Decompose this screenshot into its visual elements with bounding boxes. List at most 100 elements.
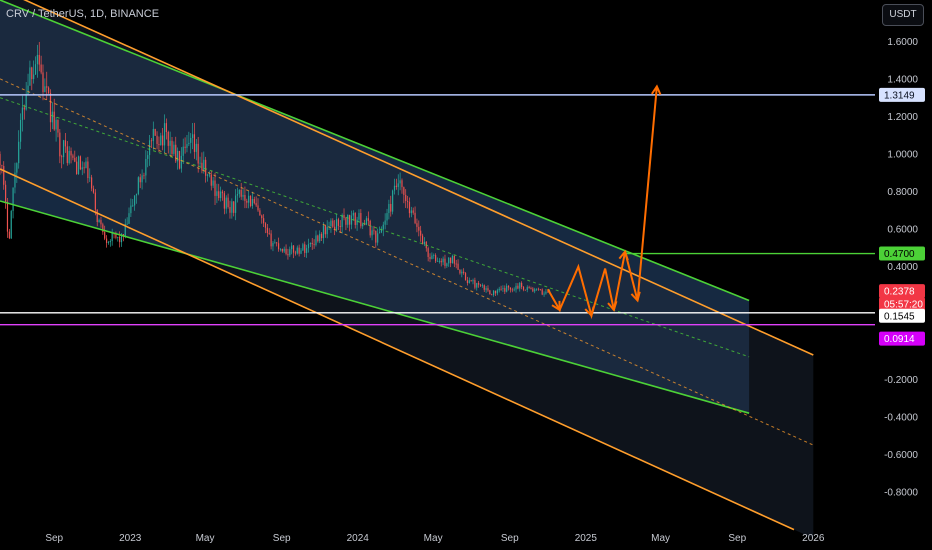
candle: [298, 247, 300, 254]
candle: [485, 288, 487, 290]
candle: [296, 247, 298, 254]
currency-button[interactable]: USDT: [882, 4, 924, 26]
candle: [1, 165, 3, 167]
candle: [180, 155, 182, 169]
candle: [545, 291, 547, 294]
green-channel-fill: [0, 0, 750, 414]
candle: [289, 249, 291, 256]
y-tick-label: -0.2000: [884, 375, 918, 386]
candle: [203, 159, 205, 171]
price-tag-bg: [879, 308, 925, 323]
candle: [53, 111, 55, 130]
candle: [233, 201, 235, 213]
price-tag-bg: [879, 331, 925, 346]
candle: [126, 223, 128, 225]
candle: [543, 293, 545, 295]
candle: [143, 175, 145, 177]
candle: [115, 234, 117, 238]
candle: [519, 282, 521, 289]
candle: [408, 201, 411, 214]
candle: [261, 215, 263, 219]
candle: [51, 111, 53, 123]
candle: [158, 143, 160, 146]
candle: [352, 212, 354, 216]
price-tag-low: 0.0914: [879, 331, 925, 346]
candle: [29, 67, 31, 86]
candle: [315, 235, 317, 245]
candle: [438, 260, 440, 262]
candle: [18, 141, 20, 164]
candle: [281, 248, 283, 252]
candle: [184, 146, 186, 148]
candle: [537, 288, 540, 290]
candle: [212, 180, 214, 186]
price-tags: 1.3149 0.4700 0.2378 05:57:200.1545 0.0914: [879, 87, 925, 346]
channel-orange-top: [23, 0, 814, 356]
candle: [34, 64, 37, 75]
candle: [491, 294, 493, 296]
candle: [397, 183, 399, 187]
candle: [410, 210, 412, 214]
candle: [332, 220, 334, 227]
candle: [481, 285, 483, 287]
candle: [141, 175, 143, 183]
candle: [156, 135, 158, 144]
candle: [521, 282, 523, 287]
candle: [12, 187, 14, 211]
candle: [369, 220, 371, 236]
candle: [130, 205, 132, 214]
candle: [309, 242, 311, 245]
channel-orange-bottom: [0, 168, 795, 531]
candle: [347, 214, 349, 225]
channel-green-bottom: [0, 200, 750, 414]
candle: [25, 94, 27, 110]
candle: [341, 215, 343, 227]
candle: [223, 193, 225, 209]
candle: [421, 235, 424, 245]
candle: [498, 288, 500, 291]
x-tick-label: Sep: [501, 533, 519, 544]
candle: [225, 197, 227, 209]
candle: [476, 283, 478, 288]
x-axis: Sep 2023 May Sep 2024 May Sep 2025 May Sep 2026: [45, 533, 825, 544]
candle: [375, 230, 377, 243]
candle: [524, 289, 526, 291]
candle: [46, 86, 48, 88]
candle: [94, 192, 96, 210]
candle: [251, 199, 254, 207]
candle: [448, 257, 450, 264]
candle: [292, 245, 295, 253]
candle: [0, 154, 1, 166]
candle: [40, 64, 42, 73]
candle: [470, 280, 472, 282]
candle: [23, 107, 25, 110]
candle: [240, 189, 242, 197]
candle: [193, 134, 196, 152]
candle: [384, 220, 386, 225]
candles: [0, 41, 551, 297]
candle: [324, 225, 326, 235]
candle: [535, 288, 538, 290]
y-tick-label: 0.4000: [887, 262, 918, 273]
candle: [64, 140, 67, 147]
price-tag-bg: [879, 87, 925, 102]
candle: [221, 191, 224, 194]
candle: [373, 230, 375, 232]
candle: [36, 54, 38, 65]
candle: [541, 289, 543, 295]
candle: [306, 248, 308, 253]
candle: [81, 167, 83, 170]
candle: [6, 202, 9, 232]
candle: [85, 161, 87, 169]
candle: [137, 177, 139, 195]
candle: [378, 232, 381, 234]
candle: [294, 252, 297, 254]
candle: [442, 258, 444, 263]
orange-channel-fill: [0, 0, 814, 539]
projection-arrow-down: [551, 300, 561, 312]
candle: [472, 280, 474, 282]
candle: [388, 203, 390, 214]
x-tick-label: Sep: [273, 533, 291, 544]
horizontal-levels: [0, 94, 875, 326]
